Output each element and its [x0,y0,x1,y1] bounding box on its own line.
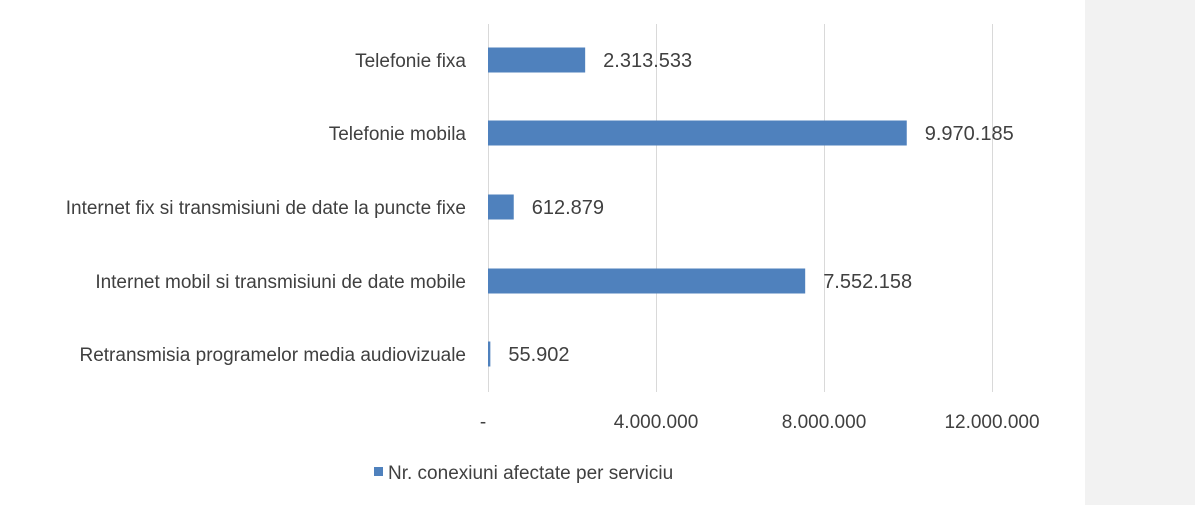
bar [488,194,514,220]
x-tick-label: 4.000.000 [614,412,699,433]
side-panel [1085,0,1195,505]
data-label: 612.879 [532,197,604,219]
x-tick-label: 8.000.000 [782,412,867,433]
bar [488,120,907,146]
category-label: Telefonie mobila [329,124,467,145]
category-label: Internet mobil si transmisiuni de date m… [95,272,466,293]
category-label: Retransmisia programelor media audiovizu… [79,345,466,366]
legend: Nr. conexiuni afectate per serviciu [374,463,673,484]
bar-chart: Telefonie fixa Telefonie mobila Internet f… [66,24,1040,484]
x-tick-label: - [480,412,486,433]
bars [488,47,907,367]
category-label: Internet fix si transmisiuni de date la … [66,198,466,219]
legend-swatch [374,467,383,476]
bar [488,268,806,294]
x-axis-ticks: - 4.000.000 8.000.000 12.000.000 [480,412,1040,433]
bar [488,47,586,73]
legend-label: Nr. conexiuni afectate per serviciu [388,463,673,484]
data-label: 2.313.533 [603,50,692,72]
bar [488,341,491,367]
data-label: 55.902 [508,344,569,366]
category-labels: Telefonie fixa Telefonie mobila Internet f… [66,51,467,366]
category-label: Telefonie fixa [355,51,466,72]
data-label: 7.552.158 [823,271,912,293]
data-label: 9.970.185 [925,123,1014,145]
x-tick-label: 12.000.000 [944,412,1039,433]
data-labels: 2.313.533 9.970.185 612.879 7.552.158 55.902 [508,50,1013,366]
